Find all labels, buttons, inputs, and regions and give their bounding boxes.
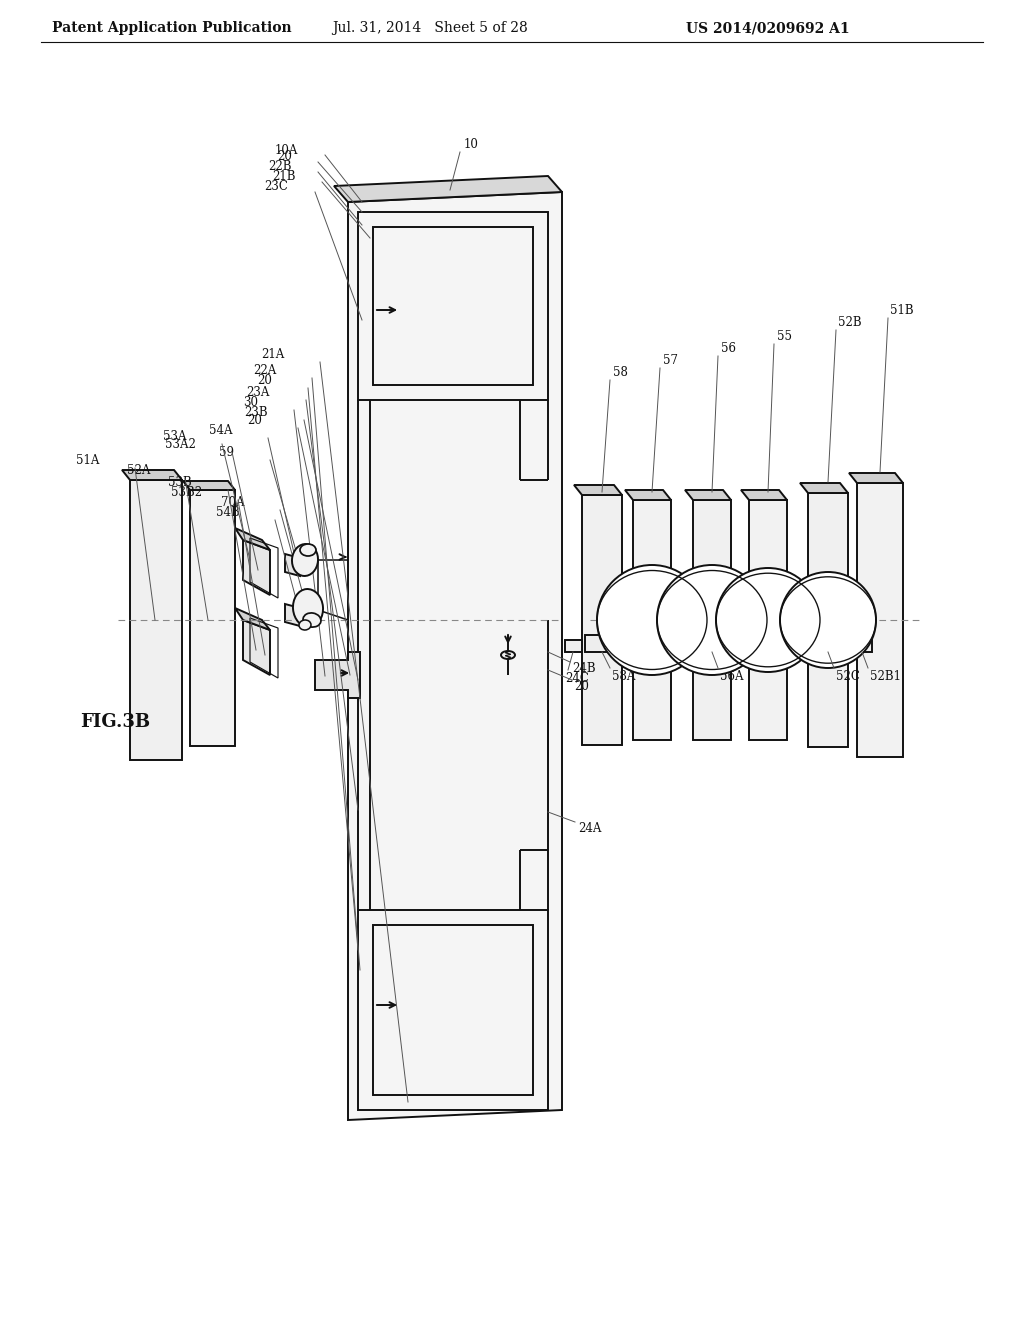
- Text: 24A: 24A: [578, 821, 601, 834]
- Polygon shape: [585, 635, 618, 652]
- Circle shape: [657, 565, 767, 675]
- Polygon shape: [315, 652, 360, 698]
- Ellipse shape: [292, 544, 318, 576]
- Polygon shape: [234, 528, 270, 550]
- Text: 52C: 52C: [836, 669, 860, 682]
- Text: 23C: 23C: [264, 180, 288, 193]
- Text: 52B1: 52B1: [870, 669, 901, 682]
- Polygon shape: [190, 490, 234, 746]
- Ellipse shape: [293, 589, 323, 627]
- Polygon shape: [234, 609, 270, 630]
- Ellipse shape: [501, 651, 515, 659]
- Polygon shape: [574, 484, 622, 495]
- Text: 52B: 52B: [838, 315, 861, 329]
- Text: 70A: 70A: [220, 495, 244, 508]
- Ellipse shape: [300, 544, 316, 556]
- Polygon shape: [857, 483, 903, 756]
- Text: 53B: 53B: [168, 475, 193, 488]
- Text: 51A: 51A: [76, 454, 99, 466]
- Polygon shape: [812, 635, 844, 652]
- Polygon shape: [183, 480, 234, 490]
- Polygon shape: [243, 540, 270, 595]
- Polygon shape: [741, 490, 787, 500]
- Polygon shape: [685, 490, 731, 500]
- Polygon shape: [582, 495, 622, 744]
- Circle shape: [716, 568, 820, 672]
- Text: 22A: 22A: [253, 363, 276, 376]
- Polygon shape: [800, 483, 848, 492]
- Text: 57: 57: [663, 354, 678, 367]
- Text: 51B: 51B: [890, 304, 913, 317]
- Text: 55: 55: [777, 330, 792, 342]
- Text: 21A: 21A: [261, 347, 284, 360]
- Polygon shape: [285, 554, 300, 576]
- Text: 20: 20: [257, 374, 272, 387]
- Text: 56A: 56A: [720, 669, 743, 682]
- Polygon shape: [849, 473, 903, 483]
- Text: 53B2: 53B2: [171, 486, 202, 499]
- Text: 20: 20: [278, 149, 292, 162]
- Text: 52A: 52A: [127, 463, 150, 477]
- Text: 10: 10: [464, 139, 479, 152]
- Text: 53A2: 53A2: [165, 437, 196, 450]
- Text: 23B: 23B: [245, 405, 268, 418]
- Text: 20: 20: [247, 413, 262, 426]
- Text: FIG.3B: FIG.3B: [80, 713, 151, 731]
- Polygon shape: [565, 640, 582, 652]
- Text: Patent Application Publication: Patent Application Publication: [52, 21, 292, 36]
- Polygon shape: [749, 500, 787, 741]
- Text: 21B: 21B: [272, 169, 296, 182]
- Text: 56: 56: [721, 342, 736, 355]
- Polygon shape: [693, 500, 731, 741]
- Text: 20: 20: [574, 680, 589, 693]
- Polygon shape: [808, 492, 848, 747]
- Polygon shape: [695, 635, 728, 652]
- Polygon shape: [130, 480, 182, 760]
- Polygon shape: [850, 640, 872, 652]
- Polygon shape: [348, 191, 562, 1119]
- Text: 23A: 23A: [247, 385, 270, 399]
- Ellipse shape: [299, 620, 311, 630]
- Text: 59: 59: [219, 446, 234, 458]
- Text: 58: 58: [613, 366, 628, 379]
- Text: 58A: 58A: [612, 669, 635, 682]
- Text: 10A: 10A: [274, 144, 298, 157]
- Text: US 2014/0209692 A1: US 2014/0209692 A1: [686, 21, 850, 36]
- Text: 54B: 54B: [216, 506, 240, 519]
- Text: 24B: 24B: [572, 661, 596, 675]
- Polygon shape: [285, 605, 300, 626]
- Text: 53A: 53A: [163, 429, 186, 442]
- Circle shape: [597, 565, 707, 675]
- Polygon shape: [625, 490, 671, 500]
- Polygon shape: [243, 620, 270, 675]
- Polygon shape: [334, 176, 562, 202]
- Text: 24C: 24C: [565, 672, 589, 685]
- Text: 30: 30: [243, 396, 258, 408]
- Circle shape: [780, 572, 876, 668]
- Text: 54A: 54A: [209, 424, 232, 437]
- Polygon shape: [633, 500, 671, 741]
- Text: 22B: 22B: [268, 160, 292, 173]
- Text: Jul. 31, 2014   Sheet 5 of 28: Jul. 31, 2014 Sheet 5 of 28: [332, 21, 528, 36]
- Ellipse shape: [303, 612, 321, 627]
- Polygon shape: [122, 470, 182, 480]
